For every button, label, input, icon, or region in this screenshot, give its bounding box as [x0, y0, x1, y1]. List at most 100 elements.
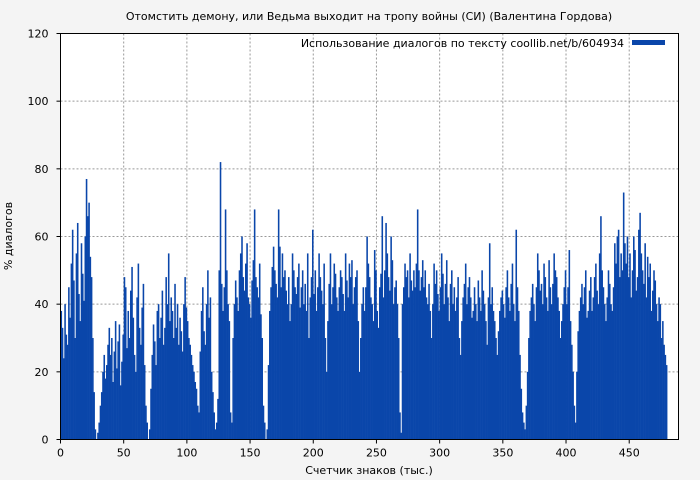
bar: [102, 371, 104, 440]
bar: [295, 294, 298, 440]
bar: [427, 304, 429, 440]
bar: [136, 297, 138, 440]
bar: [79, 321, 82, 440]
bar: [260, 314, 262, 440]
bar: [562, 304, 564, 440]
bar: [184, 277, 186, 440]
bar: [421, 260, 424, 440]
bar: [616, 236, 619, 440]
bar: [174, 283, 176, 440]
bar: [247, 297, 250, 440]
bar: [322, 304, 324, 440]
bar: [428, 283, 430, 440]
bar: [371, 304, 373, 440]
y-tick-label: 120: [28, 28, 49, 41]
bar: [246, 243, 248, 440]
bar: [154, 341, 156, 440]
bar: [313, 294, 315, 440]
bar: [219, 162, 222, 440]
bar: [454, 310, 457, 440]
bar: [353, 287, 356, 440]
bar: [84, 236, 87, 440]
bar: [232, 338, 234, 440]
bar: [338, 287, 341, 440]
bar: [390, 236, 392, 440]
bar: [256, 287, 258, 440]
bar: [592, 297, 595, 440]
bar: [386, 253, 389, 440]
bar: [586, 317, 588, 440]
bar: [294, 287, 296, 440]
bar: [438, 310, 440, 440]
bar: [389, 290, 391, 440]
bar: [443, 304, 445, 440]
bar: [317, 287, 319, 440]
bar: [310, 277, 313, 440]
bar: [659, 304, 662, 440]
bar: [608, 283, 611, 440]
bar: [284, 270, 286, 440]
bar: [171, 310, 174, 440]
bar: [68, 287, 70, 440]
bar: [469, 297, 472, 440]
bar: [126, 348, 128, 440]
bar: [593, 277, 596, 440]
bar: [572, 371, 574, 440]
x-tick-label: 0: [57, 447, 64, 460]
bar: [180, 331, 183, 440]
x-tick-label: 450: [619, 447, 640, 460]
bar: [329, 253, 332, 440]
bar: [456, 297, 458, 440]
bar: [449, 283, 452, 440]
bar: [167, 253, 170, 440]
bar: [320, 290, 323, 440]
bar: [464, 263, 467, 440]
bar: [119, 385, 122, 440]
bar: [255, 277, 257, 440]
bar: [463, 283, 466, 440]
bar: [257, 297, 260, 440]
bar: [491, 287, 494, 440]
bar: [333, 263, 336, 440]
bar: [584, 270, 587, 440]
bar: [245, 263, 247, 440]
bar: [291, 253, 294, 440]
bar: [60, 310, 63, 440]
bar: [612, 287, 615, 440]
bar: [466, 304, 468, 440]
bar: [237, 310, 239, 440]
bar: [368, 277, 371, 440]
bar: [550, 304, 553, 440]
bar: [538, 270, 540, 440]
bar: [103, 354, 106, 440]
bar: [69, 317, 71, 440]
bar: [432, 304, 434, 440]
bar: [332, 287, 334, 440]
bar: [419, 290, 421, 440]
bar: [602, 287, 605, 440]
bar: [485, 321, 487, 440]
bar: [89, 256, 92, 440]
bar: [502, 304, 505, 440]
bar: [325, 371, 328, 440]
bar: [526, 371, 529, 440]
bar: [274, 270, 276, 440]
bar: [533, 304, 535, 440]
bar: [113, 351, 116, 440]
bar: [387, 277, 390, 440]
bar: [477, 280, 480, 440]
bar: [630, 297, 633, 440]
bar: [344, 253, 347, 440]
bar: [363, 310, 366, 440]
bar: [468, 277, 471, 440]
bar: [392, 304, 395, 440]
bar: [524, 429, 526, 440]
bar: [178, 344, 180, 440]
y-tick-label: 0: [42, 434, 49, 447]
bar: [141, 307, 143, 440]
bar: [488, 243, 491, 440]
bar: [242, 277, 245, 440]
bar: [501, 290, 504, 440]
bar: [74, 338, 76, 440]
bar: [543, 263, 545, 440]
